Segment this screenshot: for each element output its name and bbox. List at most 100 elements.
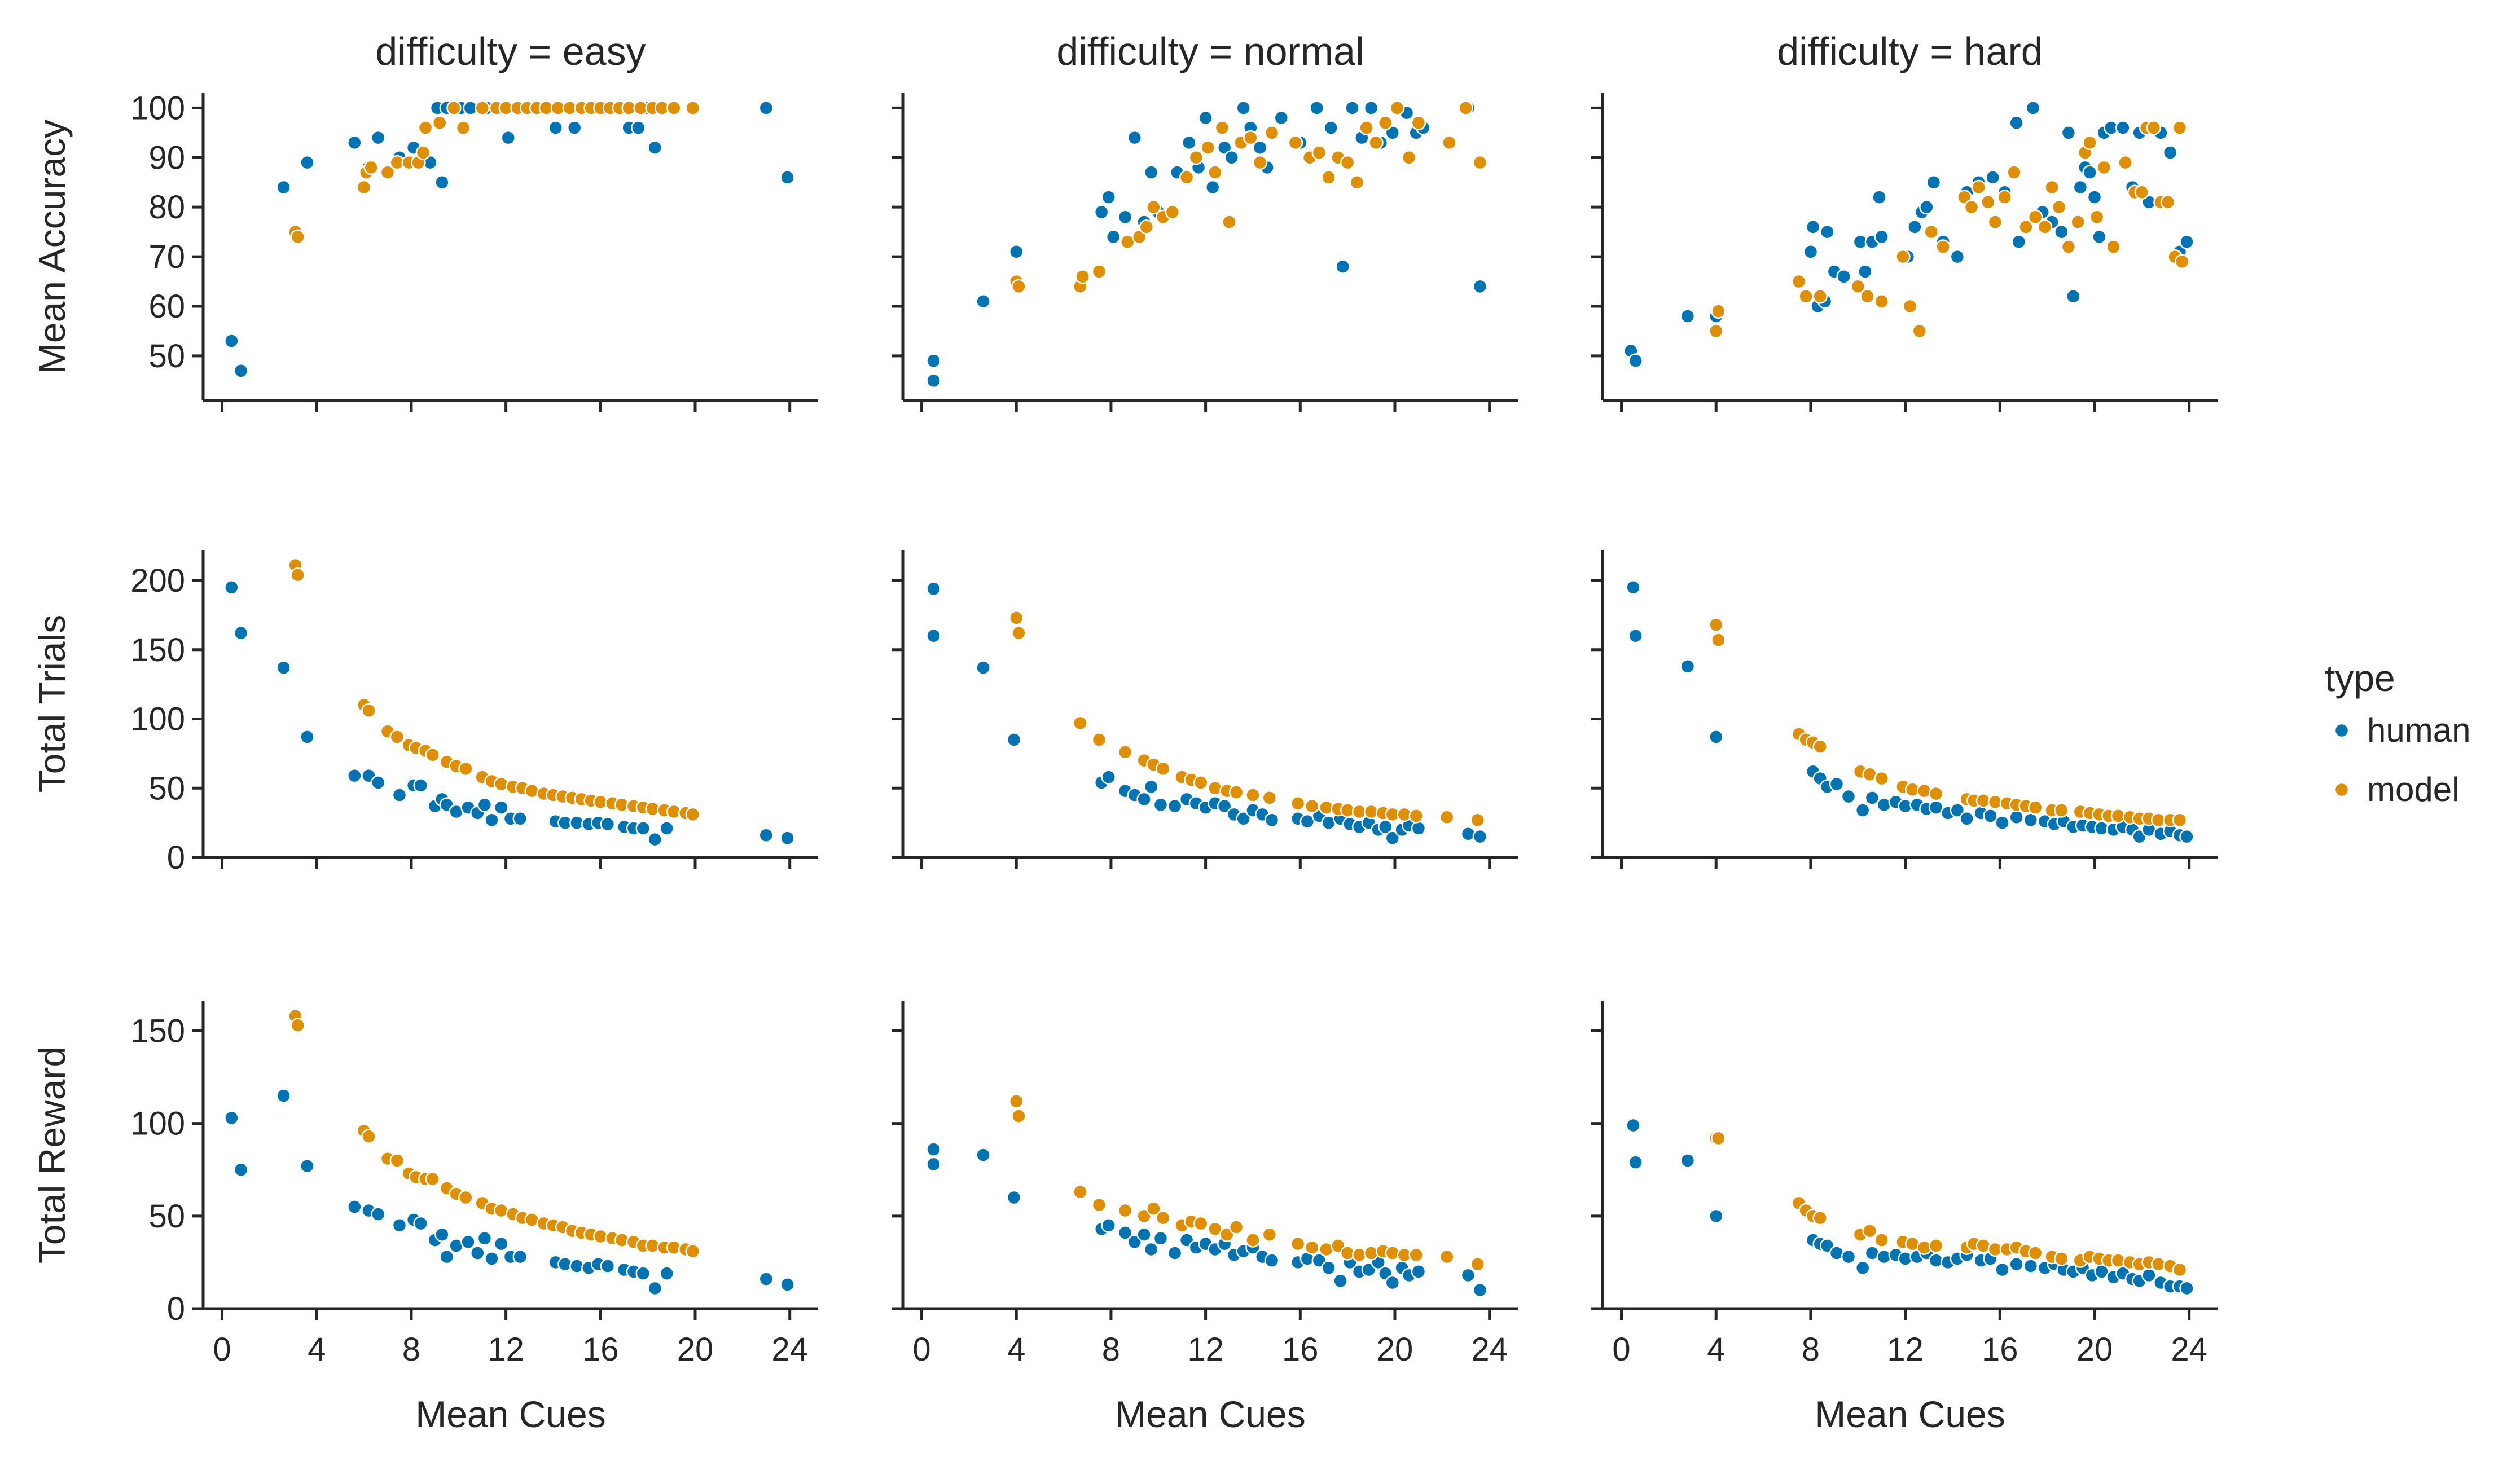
point-human	[647, 831, 662, 847]
point-model	[1912, 323, 1928, 339]
point-human	[976, 660, 991, 675]
point-model	[1179, 170, 1195, 185]
point-model	[361, 703, 376, 719]
y-tick-label: 100	[130, 90, 185, 126]
point-model	[2174, 254, 2190, 270]
point-model	[1349, 174, 1365, 190]
point-human	[1919, 199, 1934, 215]
point-human	[2179, 234, 2194, 249]
y-tick-label: 0	[167, 839, 185, 876]
point-human	[1167, 798, 1183, 814]
point-model	[2082, 135, 2097, 151]
point-human	[2061, 125, 2076, 140]
point-model	[2051, 199, 2067, 215]
point-model	[1200, 140, 1216, 155]
point-model	[1791, 274, 1807, 289]
x-tick-label: 24	[1471, 1331, 1508, 1368]
point-human	[512, 811, 528, 826]
point-human	[1094, 204, 1109, 220]
point-model	[1708, 617, 1724, 632]
point-human	[2009, 809, 2024, 825]
x-tick-label: 12	[488, 1331, 524, 1368]
x-tick-label: 4	[1707, 1331, 1725, 1368]
point-human	[434, 1227, 450, 1242]
point-human	[1385, 1275, 1401, 1291]
point-model	[290, 567, 305, 583]
point-model	[1245, 787, 1261, 803]
point-human	[413, 778, 428, 793]
point-human	[1224, 150, 1239, 165]
point-model	[2070, 214, 2086, 230]
x-axis-title-col-1: Mean Cues	[1115, 1393, 1306, 1435]
y-axis-title-row-2: Total Reward	[31, 1046, 73, 1264]
point-model	[1188, 150, 1204, 165]
point-model	[1359, 120, 1374, 135]
point-model	[1311, 145, 1327, 160]
x-axis-title-col-2: Mean Cues	[1815, 1393, 2005, 1435]
point-model	[1408, 808, 1424, 824]
point-model	[2037, 219, 2053, 235]
point-human	[2009, 1256, 2024, 1272]
point-model	[2172, 812, 2188, 827]
point-human	[1950, 803, 1965, 818]
y-axis-title-row-0: Mean Accuracy	[31, 120, 73, 374]
point-human	[2087, 190, 2102, 205]
x-tick-label: 20	[1377, 1331, 1413, 1368]
point-model	[290, 1018, 305, 1033]
point-model	[1928, 786, 1944, 802]
x-tick-label: 0	[912, 1331, 930, 1368]
point-human	[1803, 244, 1819, 259]
point-model	[1860, 289, 1875, 304]
point-human	[1855, 803, 1871, 818]
point-human	[224, 580, 239, 595]
point-model	[1228, 1220, 1244, 1235]
point-model	[1073, 1184, 1088, 1200]
point-human	[976, 1147, 991, 1163]
point-human	[1385, 125, 1401, 140]
point-model	[1798, 289, 1814, 304]
point-human	[780, 1277, 795, 1292]
point-model	[1340, 155, 1355, 170]
point-model	[389, 1153, 405, 1168]
point-human	[1874, 229, 1889, 245]
point-human	[659, 1266, 674, 1281]
point-human	[439, 1249, 455, 1265]
point-model	[1011, 1108, 1026, 1124]
point-human	[1345, 100, 1360, 116]
point-human	[1855, 1260, 1871, 1276]
point-model	[458, 761, 473, 777]
point-model	[1193, 1216, 1209, 1231]
point-human	[413, 1216, 428, 1231]
point-human	[659, 821, 674, 836]
legend-label-model: model	[2367, 771, 2459, 808]
point-human	[276, 179, 291, 195]
point-human	[1385, 830, 1401, 846]
x-tick-label: 24	[2171, 1331, 2207, 1368]
point-model	[2134, 184, 2150, 200]
y-tick-label: 50	[148, 338, 185, 375]
point-human	[1153, 1230, 1169, 1246]
point-human	[1143, 779, 1159, 795]
point-human	[300, 155, 315, 170]
x-tick-label: 16	[1982, 1331, 2018, 1368]
point-human	[1805, 219, 1821, 235]
point-human	[233, 363, 249, 378]
point-model	[1971, 179, 1986, 195]
point-model	[380, 165, 396, 180]
point-human	[1841, 1249, 1856, 1265]
point-model	[1245, 1232, 1261, 1248]
x-tick-label: 20	[2076, 1331, 2113, 1368]
point-model	[1208, 1221, 1223, 1237]
point-model	[2054, 1251, 2069, 1266]
x-tick-label: 8	[1802, 1331, 1820, 1368]
point-model	[2027, 209, 2043, 225]
point-human	[1985, 170, 2000, 185]
point-human	[2023, 1258, 2039, 1274]
point-model	[361, 1129, 376, 1144]
point-human	[470, 1245, 485, 1261]
point-human	[460, 1234, 476, 1250]
point-model	[1165, 204, 1180, 220]
point-model	[1011, 279, 1026, 294]
x-tick-label: 24	[771, 1331, 808, 1368]
point-human	[2082, 165, 2097, 180]
